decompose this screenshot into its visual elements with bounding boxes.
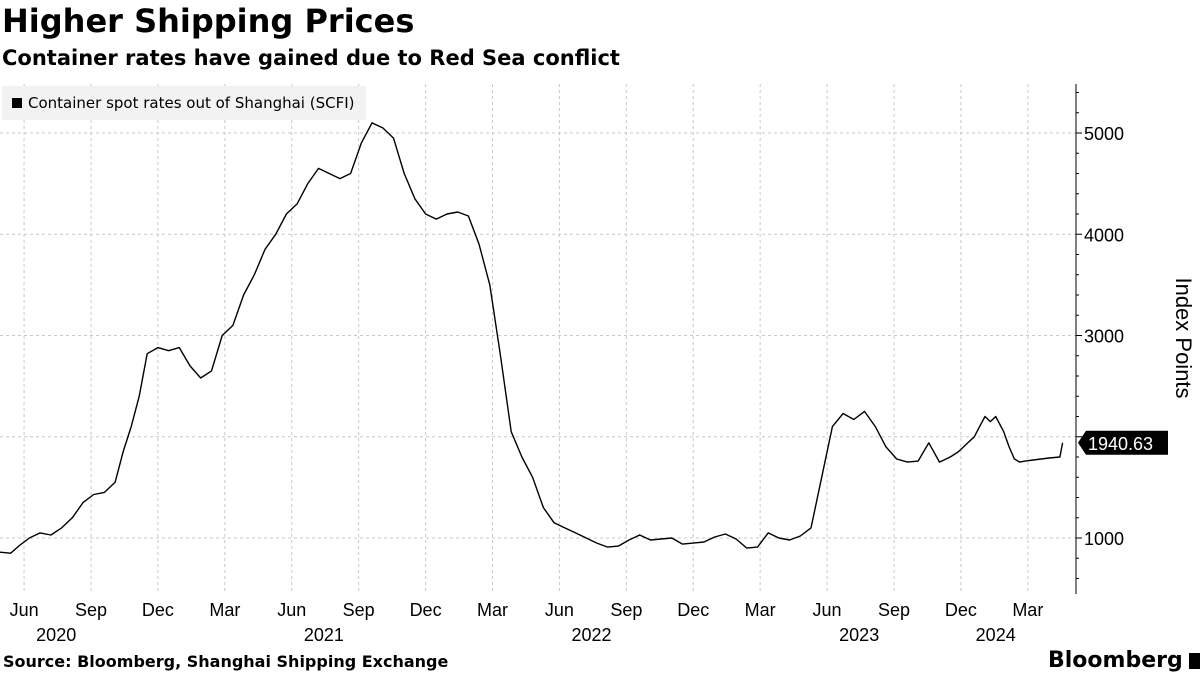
x-tick-label: Jun <box>277 600 306 620</box>
chart-subtitle: Container rates have gained due to Red S… <box>2 46 620 70</box>
legend: Container spot rates out of Shanghai (SC… <box>2 86 367 120</box>
y-axis-title: Index Points <box>1171 277 1196 398</box>
x-year-label: 2022 <box>572 625 612 645</box>
series-line-scfi <box>0 122 1064 554</box>
y-tick-label: 1000 <box>1084 529 1124 549</box>
series-layer <box>0 122 1064 554</box>
x-year-label: 2021 <box>304 625 344 645</box>
brand-logo: Bloomberg <box>1048 648 1200 673</box>
x-year-label: 2024 <box>976 625 1016 645</box>
last-value-callout: 1940.63 <box>1078 430 1168 455</box>
x-tick-label: Mar <box>209 600 240 620</box>
legend-swatch <box>12 98 22 108</box>
x-tick-label: Jun <box>10 600 39 620</box>
x-year-label: 2020 <box>36 625 76 645</box>
x-tick-label: Dec <box>677 600 709 620</box>
x-tick-label: Sep <box>610 600 642 620</box>
chart-title: Higher Shipping Prices <box>2 2 415 40</box>
x-tick-label: Jun <box>813 600 842 620</box>
y-tick-label: 4000 <box>1084 225 1124 245</box>
last-value-box <box>1078 430 1168 455</box>
y-tick-label: 3000 <box>1084 327 1124 347</box>
brand-text: Bloomberg <box>1048 648 1183 673</box>
x-tick-label: Sep <box>878 600 910 620</box>
x-tick-label: Sep <box>75 600 107 620</box>
last-value-label: 1940.63 <box>1088 434 1153 454</box>
bloomberg-terminal-icon <box>1188 652 1200 669</box>
y-tick-label: 5000 <box>1084 124 1124 144</box>
source-note: Source: Bloomberg, Shanghai Shipping Exc… <box>3 652 449 671</box>
x-tick-label: Dec <box>945 600 977 620</box>
x-tick-label: Sep <box>343 600 375 620</box>
x-tick-label: Dec <box>142 600 174 620</box>
axis-layer: 10002000300040005000JunSepDecMarJunSepDe… <box>10 84 1196 645</box>
x-tick-label: Jun <box>545 600 574 620</box>
x-tick-label: Mar <box>745 600 776 620</box>
x-tick-label: Dec <box>410 600 442 620</box>
x-tick-label: Mar <box>477 600 508 620</box>
grid-layer <box>0 84 1076 594</box>
x-tick-label: Mar <box>1012 600 1043 620</box>
x-year-label: 2023 <box>839 625 879 645</box>
legend-label: Container spot rates out of Shanghai (SC… <box>28 94 355 112</box>
